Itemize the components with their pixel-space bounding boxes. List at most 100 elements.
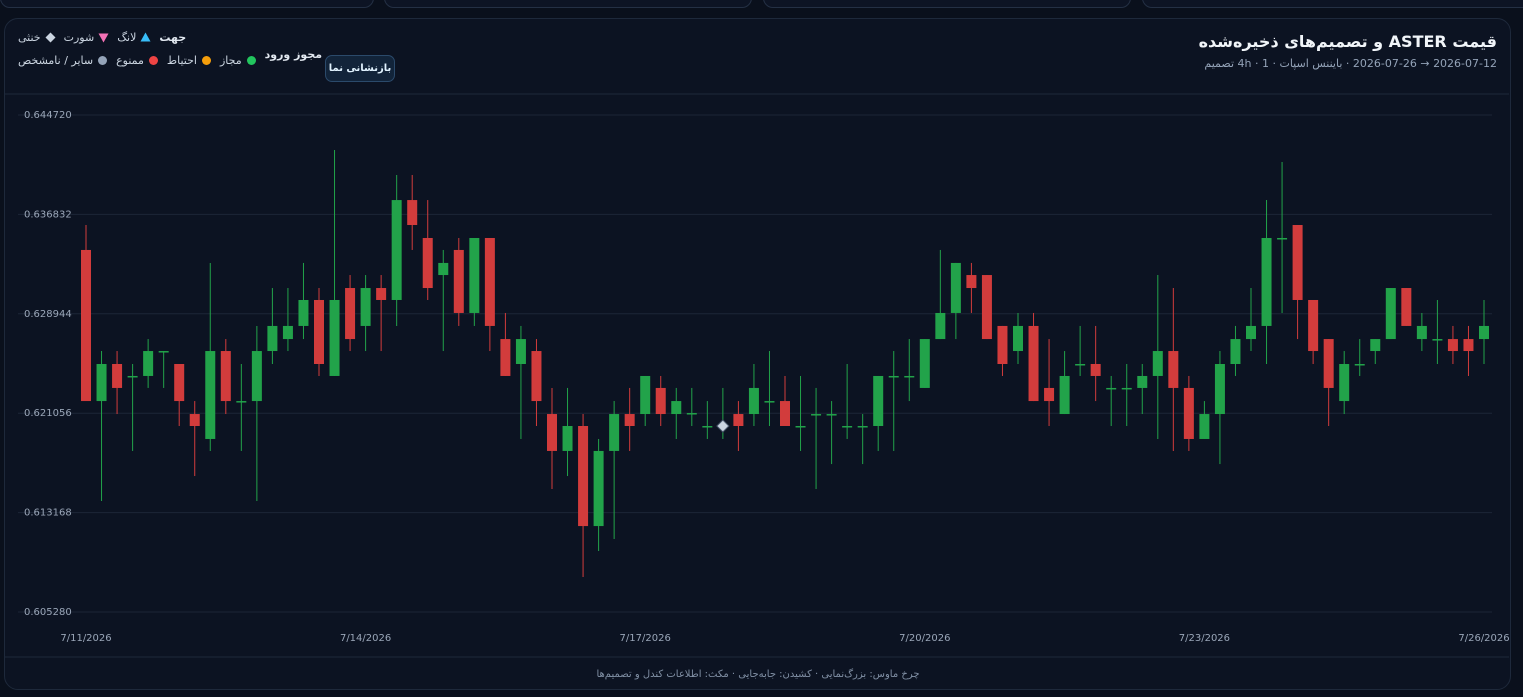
candle-body: [360, 288, 371, 326]
candle-body: [997, 325, 1008, 365]
candle-body: [842, 426, 853, 428]
candle-body: [671, 401, 682, 415]
candle-body: [453, 249, 464, 313]
candle-body: [562, 426, 573, 451]
candle-body: [1416, 325, 1427, 340]
legend-label: مجوز ورود: [264, 48, 323, 61]
candle-body: [748, 387, 759, 415]
candle-body: [314, 299, 324, 365]
candle-body: [935, 312, 946, 340]
candle-body: [1447, 339, 1458, 352]
candle-body: [1152, 351, 1163, 376]
legend-item: سایر / نامشخص: [18, 54, 108, 67]
legend-text: شورت: [63, 31, 95, 44]
legend-symbol: [201, 56, 211, 65]
candle-body: [1106, 387, 1117, 390]
candle-body: [873, 375, 884, 427]
candle-body: [1354, 364, 1365, 366]
candle-body: [282, 325, 293, 340]
candle-body: [966, 275, 977, 289]
candle-body: [1044, 387, 1055, 402]
x-tick-label: 7/20/2026: [899, 633, 950, 644]
candle-body: [329, 299, 340, 376]
reset-button[interactable]: بازنشانی نما: [325, 55, 395, 82]
candle-body: [1121, 387, 1132, 390]
candle-body: [112, 364, 123, 388]
candle-body: [1090, 364, 1101, 376]
candle-body: [1013, 325, 1023, 352]
candle-body: [1137, 375, 1148, 388]
x-tick-label: 7/11/2026: [60, 633, 111, 644]
legend-text: احتیاط: [166, 54, 197, 67]
candle-body: [624, 414, 635, 427]
candle-body: [189, 414, 200, 427]
candle-body: [158, 351, 169, 353]
candle-body: [655, 387, 666, 415]
candle-body: [1230, 339, 1241, 365]
legend-text: ممنوع: [116, 54, 144, 67]
candle-body: [904, 375, 915, 378]
legend-symbol: [98, 56, 108, 65]
candle-body: [888, 375, 899, 378]
candle-body: [251, 351, 262, 402]
legend-direction: جهت لانگ شورت خنثی: [18, 31, 186, 44]
legend-icon: [45, 32, 56, 43]
legend-symbol: [98, 33, 109, 43]
candle-body: [795, 426, 806, 428]
legend-item: احتیاط: [167, 54, 212, 67]
candle-body: [593, 450, 604, 527]
candle-body: [1214, 364, 1225, 415]
legend-icon: [98, 56, 108, 65]
candle-body: [205, 351, 216, 439]
footer-hint: چرخ ماوس: بزرگ‌نمایی · کشیدن: جابه‌جایی …: [596, 667, 919, 680]
legend-item: شورت: [64, 31, 110, 44]
candle-body: [298, 299, 309, 326]
x-tick-label: 7/17/2026: [620, 633, 671, 644]
y-tick-label: 0.636832: [24, 209, 72, 220]
legend-text: لانگ: [117, 31, 137, 44]
legend-icon: [201, 56, 211, 65]
candle-body: [376, 288, 387, 300]
candle-body: [236, 401, 247, 403]
candle-body: [469, 237, 480, 313]
legend-icon: [98, 33, 109, 43]
candle-body: [919, 339, 930, 388]
candle-body: [267, 325, 278, 352]
legend-symbol: [140, 32, 151, 42]
legend-symbol: [246, 56, 256, 65]
candle-body: [857, 426, 868, 428]
candle-body: [484, 237, 495, 326]
candle-body: [422, 237, 433, 289]
candle-body: [81, 249, 91, 402]
candle-body: [143, 351, 154, 376]
candle-body: [1463, 339, 1474, 352]
candle-body: [174, 364, 185, 402]
legend-symbol: [148, 56, 158, 65]
chart-title: قیمت ASTER و تصمیم‌های ذخیره‌شده: [1198, 32, 1497, 51]
candle-body: [609, 414, 620, 451]
candle-body: [345, 288, 356, 340]
legend-item: ممنوع: [116, 54, 159, 67]
candle-body: [1277, 237, 1288, 240]
candle-body: [826, 414, 837, 416]
candle-body: [1339, 364, 1350, 402]
candle-body: [1370, 339, 1381, 352]
candle-body: [531, 351, 542, 402]
candle-body: [811, 414, 822, 416]
candle-body: [500, 339, 511, 376]
candle-body: [1401, 288, 1412, 326]
candle-body: [1323, 339, 1334, 388]
chart-subtitle: 2026-07-12 → 2026-07-26 · بایننس اسپات ·…: [1204, 57, 1497, 70]
candle-body: [515, 339, 526, 365]
legend-text: مجاز: [219, 54, 242, 67]
candle-body: [764, 401, 775, 403]
candle-body: [1168, 351, 1179, 388]
candle-body: [1292, 225, 1303, 300]
y-tick-label: 0.644720: [24, 110, 72, 121]
candle-body: [1308, 299, 1319, 352]
legend-icon: [140, 32, 151, 42]
candle-body: [640, 375, 651, 415]
y-tick-label: 0.613168: [24, 508, 72, 519]
